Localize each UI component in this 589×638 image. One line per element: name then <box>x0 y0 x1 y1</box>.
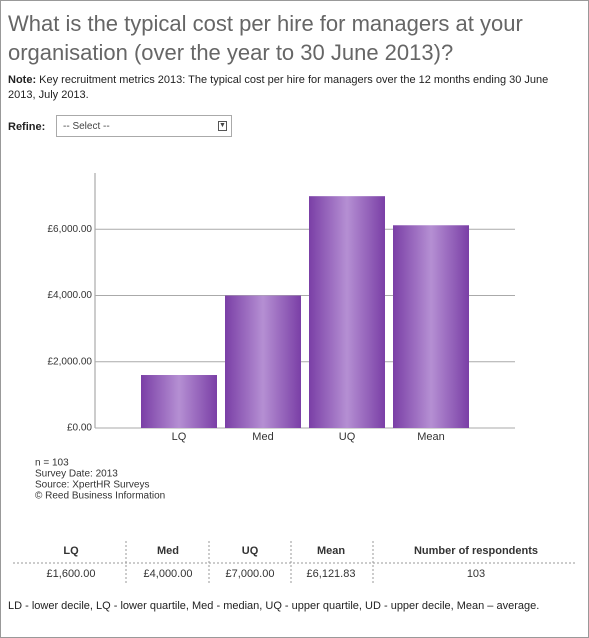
y-tick-label: £6,000.00 <box>48 224 93 235</box>
table-cell: £7,000.00 <box>226 568 275 580</box>
table-header: LQ <box>63 545 79 557</box>
table-header: UQ <box>242 545 259 557</box>
chart-note: Source: XpertHR Surveys <box>35 480 150 491</box>
chart-note: Survey Date: 2013 <box>35 469 118 480</box>
x-tick-label: Mean <box>417 431 445 443</box>
bar <box>141 375 217 428</box>
table-cell: £4,000.00 <box>144 568 193 580</box>
footer: LD - lower decile, LQ - lower quartile, … <box>8 600 540 612</box>
table-cell: £6,121.83 <box>307 568 356 580</box>
table-header: Number of respondents <box>414 545 538 557</box>
chart-note: © Reed Business Information <box>35 491 165 502</box>
x-tick-label: Med <box>252 431 273 443</box>
table-cell: £1,600.00 <box>47 568 96 580</box>
table-cell: 103 <box>467 568 485 580</box>
table-header: Mean <box>317 545 345 557</box>
bar <box>309 196 385 428</box>
table-header: Med <box>157 545 179 557</box>
title-line: What is the typical cost per hire for ma… <box>8 11 523 36</box>
select-arrow[interactable]: ▼ <box>218 121 227 131</box>
chart-note: n = 103 <box>35 458 69 469</box>
note-text: Key recruitment metrics 2013: The typica… <box>8 74 549 101</box>
note: Note: Key recruitment metrics 2013: The … <box>8 73 578 103</box>
title-line: organisation (over the year to 30 June 2… <box>8 40 454 65</box>
y-tick-label: £2,000.00 <box>48 356 93 367</box>
refine-select[interactable]: -- Select -- ▼ <box>56 115 232 137</box>
x-tick-label: LQ <box>172 431 187 443</box>
bar <box>225 295 301 428</box>
bar <box>393 225 469 428</box>
select-option: -- Select -- <box>63 121 110 132</box>
x-tick-label: UQ <box>339 431 356 443</box>
note-label: Note: <box>8 74 37 86</box>
y-tick-label: £0.00 <box>67 423 92 434</box>
refine-label: Refine: <box>8 121 46 133</box>
y-tick-label: £4,000.00 <box>48 290 93 301</box>
title: What is the typical cost per hire for ma… <box>8 9 523 67</box>
